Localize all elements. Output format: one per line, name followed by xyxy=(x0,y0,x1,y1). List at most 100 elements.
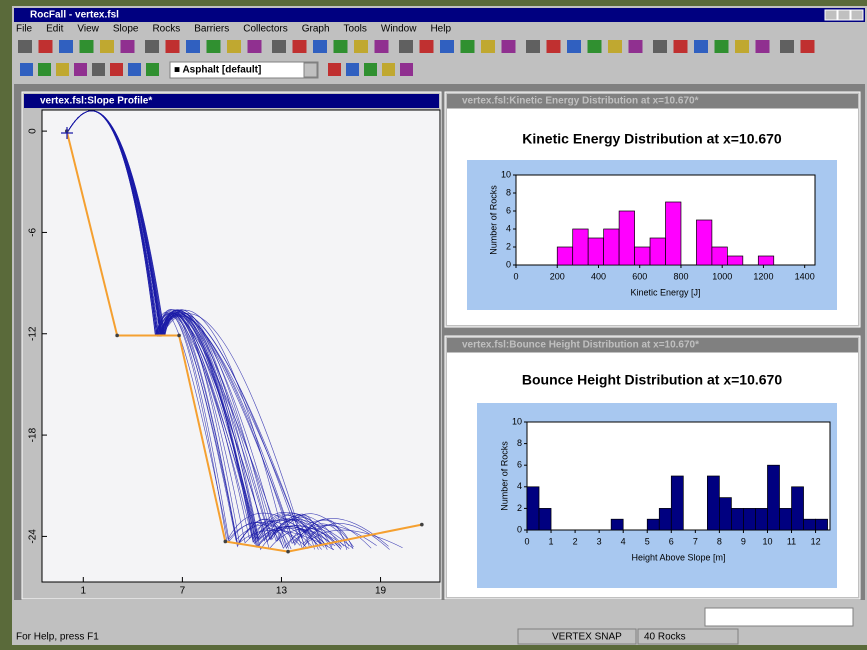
tool-button[interactable] xyxy=(346,63,359,76)
menu-item[interactable]: Slope xyxy=(113,24,139,35)
tool-button[interactable] xyxy=(440,40,454,53)
x-axis-label: Height Above Slope [m] xyxy=(631,552,725,562)
tool-button[interactable] xyxy=(110,63,123,76)
menu-item[interactable]: Graph xyxy=(302,24,330,35)
tool-button[interactable] xyxy=(364,63,377,76)
tool-button[interactable] xyxy=(121,40,135,53)
tool-button[interactable] xyxy=(100,40,114,53)
tool-button[interactable] xyxy=(526,40,540,53)
tool-button[interactable] xyxy=(461,40,475,53)
tool-button[interactable] xyxy=(735,40,749,53)
tool-button[interactable] xyxy=(145,40,159,53)
menu-item[interactable]: Collectors xyxy=(243,24,287,35)
vertex xyxy=(224,540,228,544)
tool-button[interactable] xyxy=(399,40,413,53)
y-tick-label: 0 xyxy=(28,128,39,134)
status-input[interactable] xyxy=(705,608,853,626)
bar xyxy=(573,229,588,265)
y-tick-label: -18 xyxy=(28,427,39,442)
y-axis-label: Number of Rocks xyxy=(488,185,498,255)
menu-item[interactable]: File xyxy=(16,24,33,35)
tool-button[interactable] xyxy=(608,40,622,53)
tool-button[interactable] xyxy=(74,63,87,76)
tool-button[interactable] xyxy=(400,63,413,76)
tool-button[interactable] xyxy=(56,63,69,76)
bar xyxy=(780,508,792,530)
x-tick-label: 11 xyxy=(787,536,796,546)
tool-button[interactable] xyxy=(780,40,794,53)
ke-window-title: vertex.fsl:Kinetic Energy Distribution a… xyxy=(462,96,699,107)
tool-button[interactable] xyxy=(39,40,53,53)
tool-button[interactable] xyxy=(207,40,221,53)
bar xyxy=(719,498,731,530)
bar xyxy=(696,220,711,265)
menu-item[interactable]: Edit xyxy=(46,24,63,35)
tool-button[interactable] xyxy=(674,40,688,53)
x-axis-label: Kinetic Energy [J] xyxy=(630,287,700,297)
bar xyxy=(804,519,816,530)
menu-item[interactable]: Tools xyxy=(344,24,367,35)
x-tick-label: 1400 xyxy=(795,271,815,281)
tool-button[interactable] xyxy=(38,63,51,76)
bar xyxy=(588,238,603,265)
tool-button[interactable] xyxy=(334,40,348,53)
bar xyxy=(619,211,634,265)
tool-button[interactable] xyxy=(420,40,434,53)
tool-button[interactable] xyxy=(146,63,159,76)
menu-item[interactable]: View xyxy=(77,24,99,35)
x-tick-label: 800 xyxy=(673,271,688,281)
tool-button[interactable] xyxy=(694,40,708,53)
y-axis-label: Number of Rocks xyxy=(499,441,509,511)
x-tick-label: 12 xyxy=(811,536,821,546)
tool-button[interactable] xyxy=(328,63,341,76)
tool-button[interactable] xyxy=(18,40,32,53)
tool-button[interactable] xyxy=(756,40,770,53)
tool-button[interactable] xyxy=(20,63,33,76)
tool-button[interactable] xyxy=(629,40,643,53)
tool-button[interactable] xyxy=(227,40,241,53)
x-tick-label: 2 xyxy=(573,536,578,546)
tool-button[interactable] xyxy=(128,63,141,76)
ke-chart-title: Kinetic Energy Distribution at x=10.670 xyxy=(522,131,782,147)
tool-button[interactable] xyxy=(547,40,561,53)
tool-button[interactable] xyxy=(375,40,389,53)
bar xyxy=(707,476,719,530)
tool-button[interactable] xyxy=(248,40,262,53)
tool-button[interactable] xyxy=(382,63,395,76)
bar xyxy=(712,247,727,265)
tool-button[interactable] xyxy=(59,40,73,53)
x-tick-label: 1 xyxy=(549,536,554,546)
tool-button[interactable] xyxy=(92,63,105,76)
tool-button[interactable] xyxy=(272,40,286,53)
x-tick-label: 4 xyxy=(621,536,626,546)
tool-button[interactable] xyxy=(166,40,180,53)
tool-button[interactable] xyxy=(354,40,368,53)
tool-button[interactable] xyxy=(801,40,815,53)
menu-item[interactable]: Help xyxy=(430,24,451,35)
y-tick-label: 6 xyxy=(517,460,522,470)
bar xyxy=(755,508,767,530)
combo-button[interactable] xyxy=(304,63,317,77)
app-title: RocFall - vertex.fsl xyxy=(30,10,119,21)
bar xyxy=(557,247,572,265)
tool-button[interactable] xyxy=(481,40,495,53)
app-title-buttons[interactable] xyxy=(825,10,863,20)
tool-button[interactable] xyxy=(588,40,602,53)
bar xyxy=(743,508,755,530)
vertex xyxy=(115,334,119,338)
menu-item[interactable]: Rocks xyxy=(152,24,180,35)
tool-button[interactable] xyxy=(80,40,94,53)
tool-button[interactable] xyxy=(293,40,307,53)
menu-item[interactable]: Barriers xyxy=(194,24,229,35)
tool-button[interactable] xyxy=(502,40,516,53)
tool-button[interactable] xyxy=(313,40,327,53)
tool-button[interactable] xyxy=(653,40,667,53)
tool-button[interactable] xyxy=(186,40,200,53)
menu-item[interactable]: Window xyxy=(381,24,417,35)
material-combo-text: ■ Asphalt [default] xyxy=(174,65,261,76)
bar xyxy=(527,487,539,530)
bar xyxy=(731,508,743,530)
tool-button[interactable] xyxy=(567,40,581,53)
bar xyxy=(650,238,665,265)
tool-button[interactable] xyxy=(715,40,729,53)
